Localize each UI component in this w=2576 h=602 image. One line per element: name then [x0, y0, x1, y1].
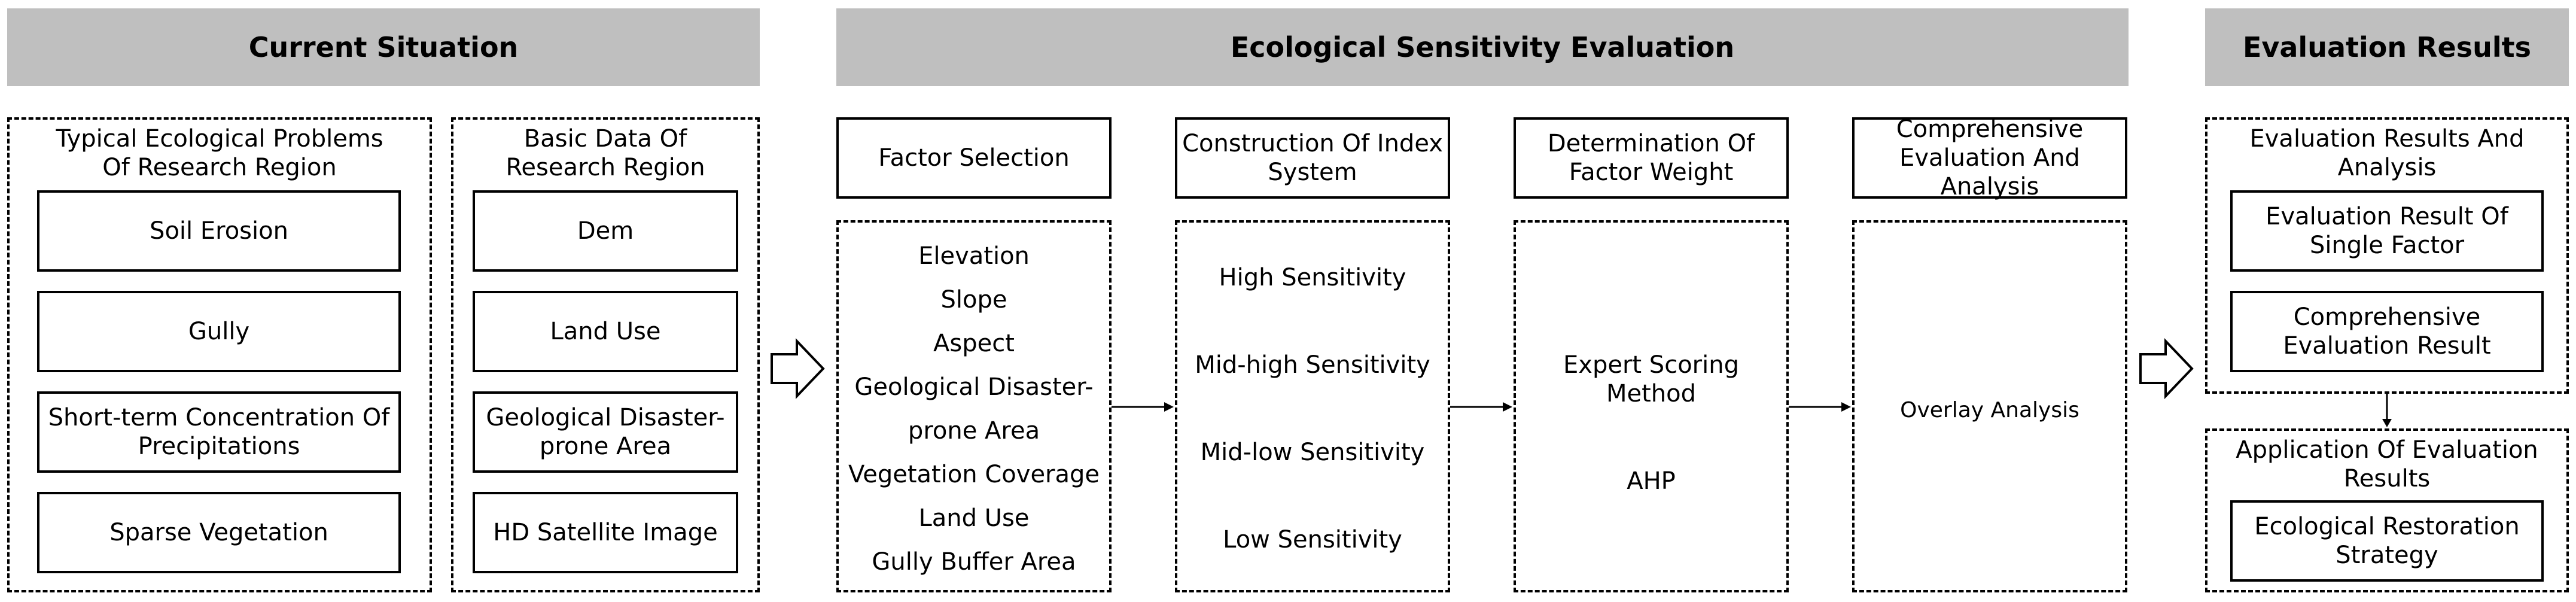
basic-data-group-title: Basic Data Of Research Region	[506, 125, 705, 181]
factor-list: Elevation Slope Aspect Geological Disast…	[838, 242, 1110, 576]
data-box-hd-satellite: HD Satellite Image	[473, 492, 738, 573]
header-evaluation-results: Evaluation Results	[2205, 8, 2569, 86]
hollow-arrow-right-icon	[771, 338, 825, 399]
sensitivity-item: Low Sensitivity	[1223, 526, 1402, 554]
step-determination-factor-weight: Determination Of Factor Weight	[1514, 117, 1789, 199]
result-box-comprehensive: Comprehensive Evaluation Result	[2230, 291, 2544, 372]
header-ecological-sensitivity-evaluation: Ecological Sensitivity Evaluation	[836, 8, 2129, 86]
problem-box-sparse-vegetation: Sparse Vegetation	[37, 492, 401, 573]
factor-list-box	[836, 220, 1112, 592]
connector-arrow-down	[2382, 394, 2392, 427]
problems-group	[7, 117, 432, 592]
factor-item: Vegetation Coverage	[848, 461, 1100, 488]
factor-item: Elevation	[918, 242, 1030, 270]
overlay-analysis-label: Overlay Analysis	[1900, 398, 2079, 422]
application-group	[2205, 428, 2569, 592]
factor-item: Slope	[940, 286, 1007, 314]
problem-box-precipitation: Short-term Concentration Of Precipitatio…	[37, 391, 401, 473]
step-construction-index-system: Construction Of Index System	[1175, 117, 1450, 199]
connector-arrow	[1450, 402, 1512, 412]
application-group-title: Application Of Evaluation Results	[2236, 436, 2538, 492]
hollow-arrow-right-icon	[2139, 338, 2194, 399]
result-box-single-factor: Evaluation Result Of Single Factor	[2230, 190, 2544, 272]
data-box-geological-disaster: Geological Disaster-prone Area	[473, 391, 738, 473]
application-box-restoration: Ecological Restoration Strategy	[2230, 500, 2544, 582]
problems-group-title: Typical Ecological Problems Of Research …	[56, 125, 383, 181]
step-factor-selection: Factor Selection	[836, 117, 1112, 199]
results-analysis-title: Evaluation Results And Analysis	[2249, 125, 2525, 181]
basic-data-group	[451, 117, 760, 592]
overlay-analysis-box	[1852, 220, 2127, 592]
sensitivity-item: High Sensitivity	[1219, 264, 1406, 291]
factor-item: Gully Buffer Area	[872, 548, 1076, 576]
factor-item: Aspect	[933, 330, 1015, 357]
factor-item: Geological Disaster-	[854, 373, 1094, 401]
weight-method-item: AHP	[1627, 467, 1676, 495]
data-box-land-use: Land Use	[473, 291, 738, 372]
weight-method-item: Expert Scoring Method	[1563, 351, 1739, 408]
weight-methods-box	[1514, 220, 1789, 592]
sensitivity-list-box	[1175, 220, 1450, 592]
step-comprehensive-evaluation: Comprehensive Evaluation And Analysis	[1852, 115, 2127, 200]
sensitivity-list: High Sensitivity Mid-high Sensitivity Mi…	[1176, 263, 1449, 554]
problem-box-soil-erosion: Soil Erosion	[37, 190, 401, 272]
sensitivity-item: Mid-high Sensitivity	[1195, 351, 1430, 379]
data-box-dem: Dem	[473, 190, 738, 272]
header-current-situation: Current Situation	[7, 8, 760, 86]
weight-methods-list: Expert Scoring Method AHP	[1515, 351, 1788, 495]
factor-item: Land Use	[918, 504, 1030, 532]
sensitivity-item: Mid-low Sensitivity	[1200, 439, 1425, 466]
connector-arrow	[1112, 402, 1174, 412]
results-analysis-group	[2205, 117, 2569, 394]
connector-arrow	[1789, 402, 1851, 412]
factor-item: prone Area	[908, 417, 1040, 445]
problem-box-gully: Gully	[37, 291, 401, 372]
